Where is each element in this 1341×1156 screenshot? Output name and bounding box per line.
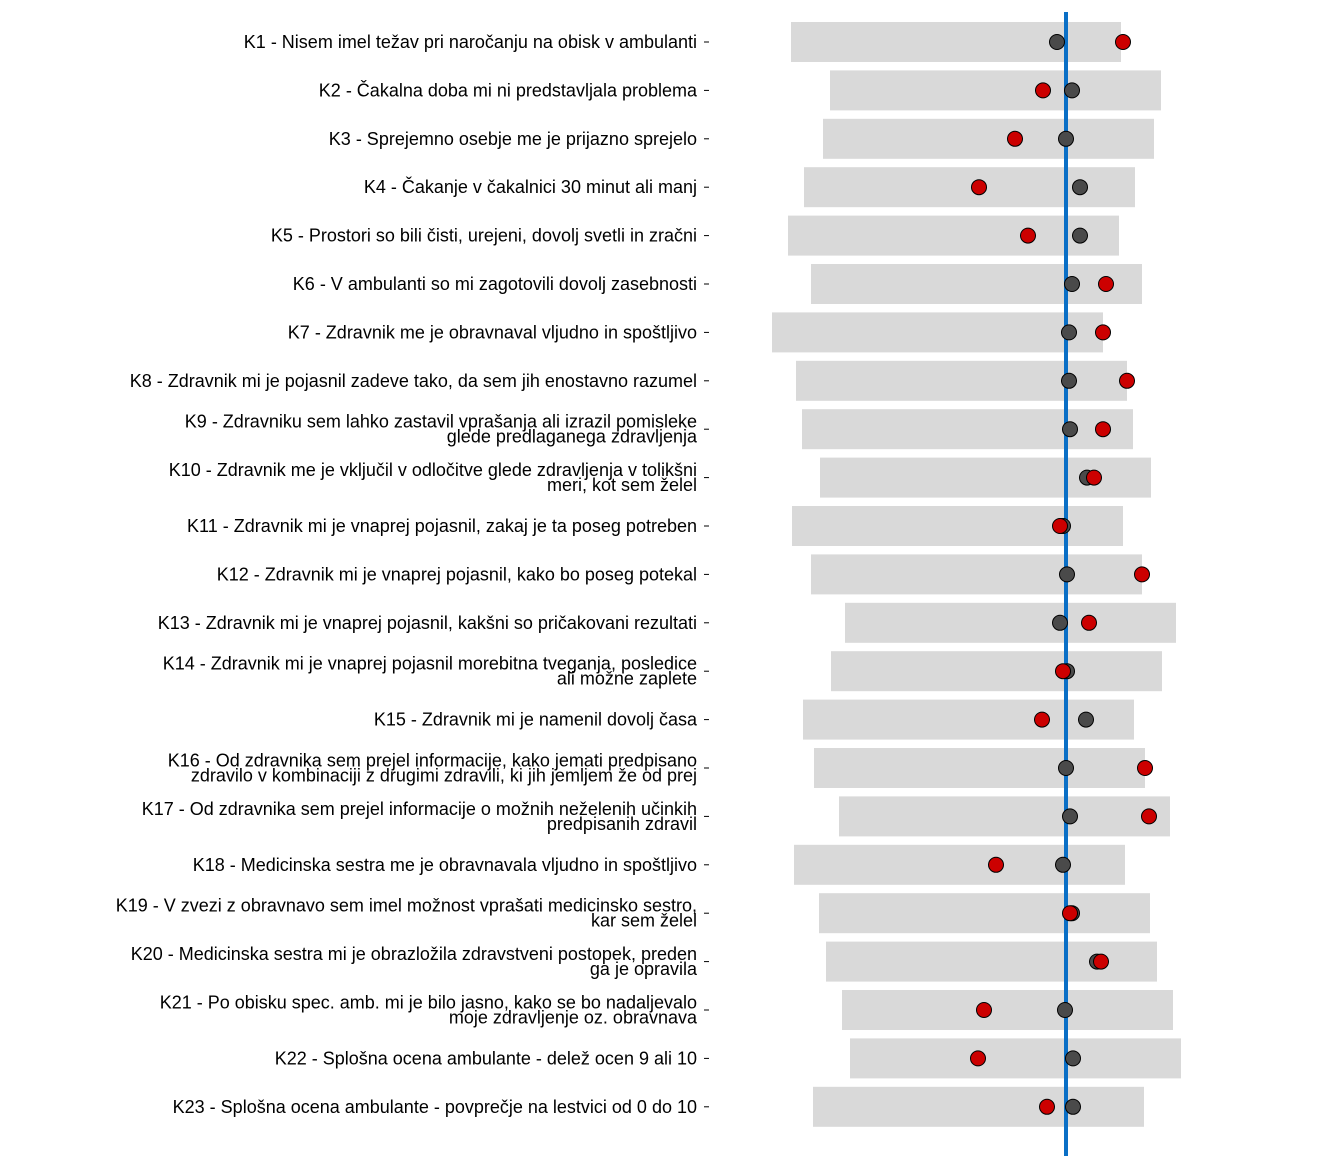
category-label: K22 - Splošna ocena ambulante - delež oc… [275, 1048, 697, 1068]
category-label: K21 - Po obisku spec. amb. mi je bilo ja… [160, 993, 697, 1013]
marker-a-point [1061, 324, 1077, 341]
range-bar [850, 1038, 1181, 1079]
marker-a-point [1058, 760, 1074, 776]
marker-b-point [1081, 614, 1097, 631]
category-label: K11 - Zdravnik mi je vnaprej pojasnil, z… [187, 516, 697, 536]
marker-a-point [1052, 614, 1068, 631]
marker-b-point [1098, 276, 1114, 292]
category-label: predpisanih zdravil [547, 814, 697, 834]
marker-b-point [1093, 953, 1109, 970]
range-bar [839, 796, 1170, 837]
range-bar [814, 748, 1145, 788]
category-labels-layer: K1 - Nisem imel težav pri naročanju na o… [116, 32, 709, 1117]
marker-b-point [1055, 663, 1071, 680]
marker-a-point [1065, 1050, 1081, 1067]
category-label: K4 - Čakanje v čakalnici 30 minut ali ma… [364, 176, 697, 197]
category-label: K23 - Splošna ocena ambulante - povprečj… [173, 1097, 697, 1117]
category-label: K17 - Od zdravnika sem prejel informacij… [142, 799, 697, 819]
marker-b-point [1039, 1098, 1055, 1115]
marker-a-point [1072, 179, 1088, 196]
marker-b-point [1020, 227, 1036, 244]
category-label: K2 - Čakalna doba mi ni predstavljala pr… [319, 79, 698, 100]
marker-a-point [1062, 421, 1078, 438]
range-bar [811, 264, 1142, 304]
marker-a-point [1055, 856, 1071, 873]
marker-b-point [1134, 566, 1150, 583]
category-label: K15 - Zdravnik mi je namenil dovolj časa [374, 710, 698, 730]
category-label: ga je opravila [590, 959, 698, 979]
marker-a-point [1064, 276, 1080, 292]
range-bar [831, 651, 1162, 692]
category-label: K6 - V ambulanti so mi zagotovili dovolj… [293, 274, 697, 294]
range-bar [811, 554, 1142, 595]
marker-b-point [1035, 82, 1051, 99]
marker-a-point [1064, 82, 1080, 99]
marker-b-point [1062, 905, 1078, 922]
marker-b-point [988, 856, 1004, 873]
marker-b-point [971, 179, 987, 196]
range-bar [830, 70, 1161, 111]
range-bar [842, 990, 1173, 1030]
marker-a-point [1072, 227, 1088, 244]
marker-b-point [1086, 469, 1102, 486]
range-bar [788, 215, 1119, 256]
marker-b-point [1137, 760, 1153, 776]
category-label: K10 - Zdravnik me je vključil v odločitv… [169, 460, 697, 480]
category-label: meri, kot sem želel [547, 475, 697, 495]
marker-b-point [1052, 518, 1068, 534]
category-label: K1 - Nisem imel težav pri naročanju na o… [244, 32, 697, 52]
category-label: glede predlaganega zdravljenja [447, 427, 698, 447]
range-bar [791, 22, 1121, 62]
markers-layer [970, 34, 1157, 1115]
range-bar [794, 844, 1125, 885]
category-label: K7 - Zdravnik me je obravnaval vljudno i… [288, 322, 697, 342]
marker-b-point [976, 1002, 992, 1018]
marker-a-point [1057, 1002, 1073, 1018]
range-bars-layer [772, 22, 1181, 1127]
category-label: K5 - Prostori so bili čisti, urejeni, do… [271, 226, 697, 246]
category-label: K14 - Zdravnik mi je vnaprej pojasnil mo… [163, 654, 697, 674]
marker-b-point [1095, 421, 1111, 438]
marker-a-point [1058, 130, 1074, 147]
marker-b-point [1141, 808, 1157, 825]
marker-b-point [1034, 711, 1050, 728]
range-bar [819, 893, 1150, 934]
marker-a-point [1065, 1098, 1081, 1115]
range-bar [813, 1086, 1144, 1127]
category-label: K16 - Od zdravnika sem prejel informacij… [168, 751, 697, 771]
category-label: moje zdravljenje oz. obravnava [449, 1008, 698, 1028]
marker-a-point [1078, 711, 1094, 728]
marker-a-point [1061, 372, 1077, 389]
range-bar [845, 602, 1176, 643]
marker-a-point [1049, 34, 1065, 50]
range-bar [792, 506, 1123, 546]
category-label: K9 - Zdravniku sem lahko zastavil vpraša… [185, 412, 697, 432]
category-label: zdravilo v kombinaciji z drugimi zdravil… [191, 766, 697, 786]
range-bar [796, 360, 1127, 401]
category-label: K8 - Zdravnik mi je pojasnil zadeve tako… [130, 371, 697, 391]
marker-a-point [1059, 566, 1075, 583]
category-label: K3 - Sprejemno osebje me je prijazno spr… [329, 129, 697, 149]
marker-b-point [970, 1050, 986, 1067]
category-label: K13 - Zdravnik mi je vnaprej pojasnil, k… [158, 613, 697, 633]
marker-b-point [1007, 130, 1023, 147]
marker-b-point [1115, 34, 1131, 50]
range-bar [823, 118, 1154, 159]
category-label: K18 - Medicinska sestra me je obravnaval… [193, 855, 697, 875]
range-bar [772, 312, 1103, 353]
category-label: kar sem želel [591, 911, 697, 931]
marker-a-point [1062, 808, 1078, 825]
marker-b-point [1119, 372, 1135, 389]
range-bar [802, 409, 1133, 450]
category-label: K20 - Medicinska sestra mi je obrazložil… [131, 944, 697, 964]
category-label: ali možne zaplete [557, 669, 697, 689]
category-label: K19 - V zvezi z obravnavo sem imel možno… [116, 896, 697, 916]
category-label: K12 - Zdravnik mi je vnaprej pojasnil, k… [217, 564, 697, 584]
marker-b-point [1095, 324, 1111, 341]
